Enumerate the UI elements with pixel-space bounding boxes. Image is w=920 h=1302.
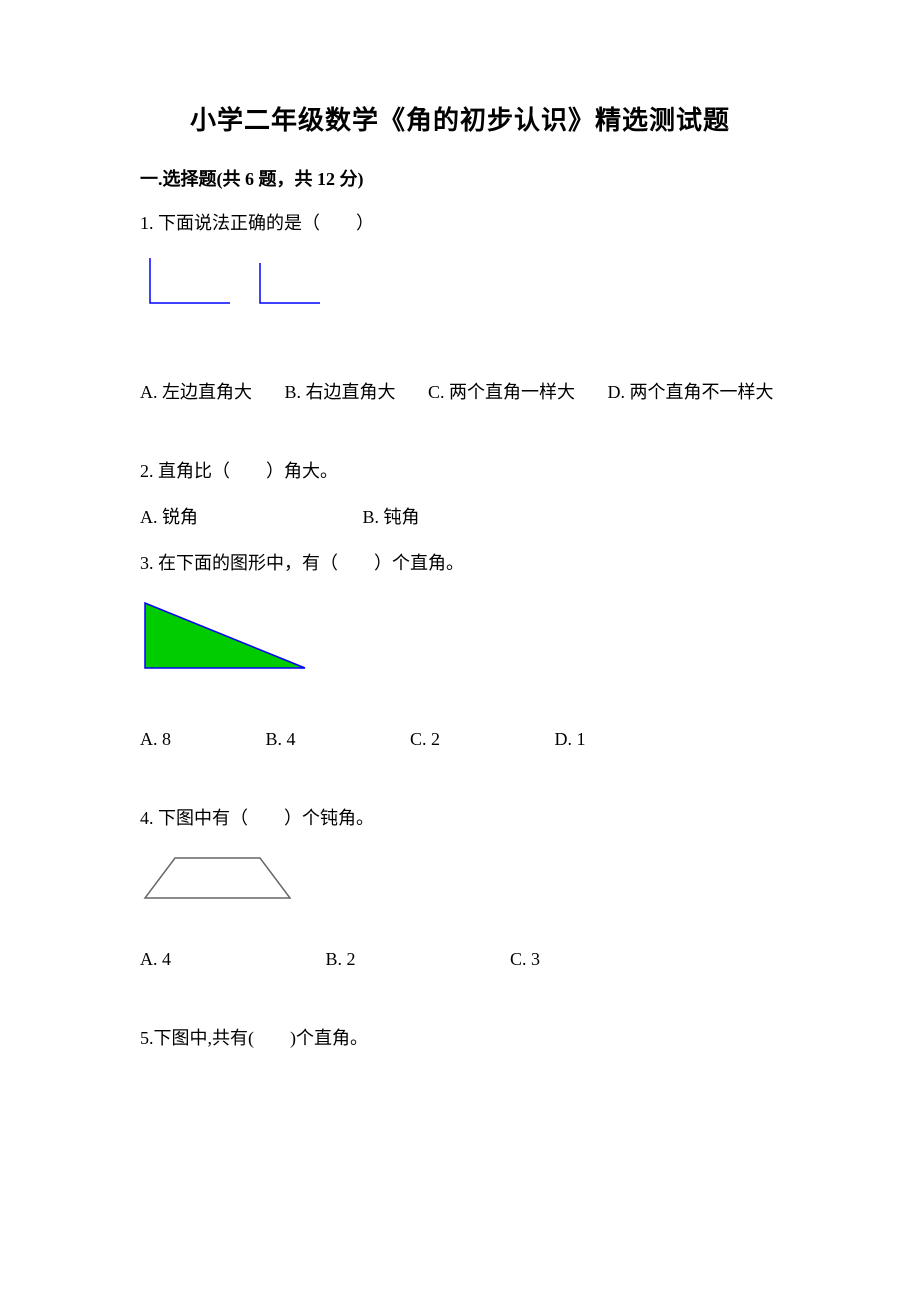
q1-options: A. 左边直角大 B. 右边直角大 C. 两个直角一样大 D. 两个直角不一样大 [140,378,780,407]
q1-opt-a: A. 左边直角大 [140,378,252,407]
section-header: 一.选择题(共 6 题，共 12 分) [140,165,780,191]
q5-text: 5.下图中,共有( )个直角。 [140,1024,780,1053]
q4-opt-c: C. 3 [510,945,540,974]
q2-options: A. 锐角 B. 钝角 [140,503,780,529]
page-title: 小学二年级数学《角的初步认识》精选测试题 [140,100,780,137]
q4-options: A. 4 B. 2 C. 3 [140,945,780,974]
q4-opt-a: A. 4 [140,945,171,974]
q1-text: 1. 下面说法正确的是（ ） [140,209,780,238]
q4-text: 4. 下图中有（ ）个钝角。 [140,804,780,833]
q3-opt-b: B. 4 [266,725,296,754]
q3-opt-d: D. 1 [555,725,586,754]
q3-opt-a: A. 8 [140,725,171,754]
q4-opt-b: B. 2 [326,945,356,974]
q3-figure [140,598,780,673]
q1-opt-c: C. 两个直角一样大 [428,378,575,407]
q2-opt-a: A. 锐角 [140,507,198,527]
q4-figure [140,853,780,905]
q3-text: 3. 在下面的图形中，有（ ）个直角。 [140,549,780,578]
q3-options: A. 8 B. 4 C. 2 D. 1 [140,725,780,754]
q2-text: 2. 直角比（ ）角大。 [140,457,780,486]
q1-figure [140,258,780,308]
q1-opt-d: D. 两个直角不一样大 [608,378,774,407]
q1-opt-b: B. 右边直角大 [285,378,396,407]
q3-opt-c: C. 2 [410,725,440,754]
q2-opt-b: B. 钝角 [363,507,420,527]
